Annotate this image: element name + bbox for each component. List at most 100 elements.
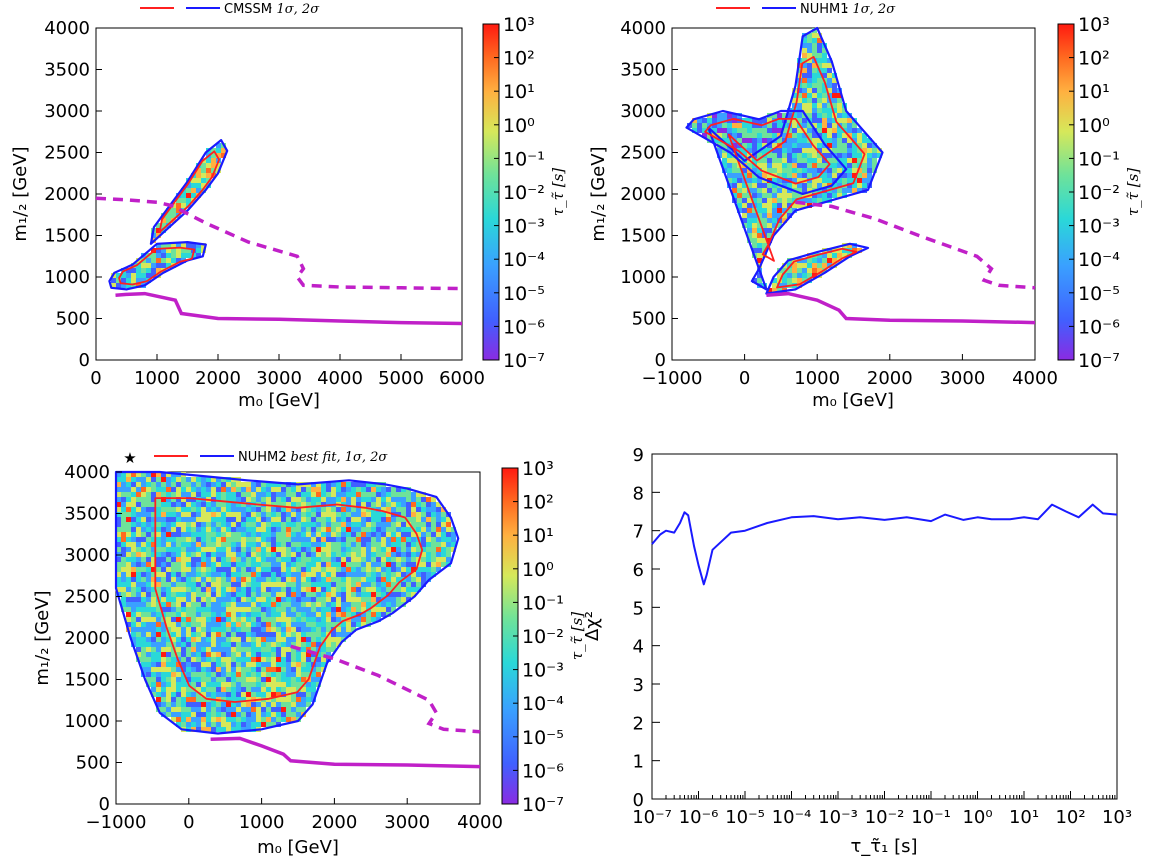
heatmap-cell <box>807 78 812 83</box>
heatmap-cell <box>346 497 351 502</box>
colorbar-tick-label: 10⁻¹ <box>522 592 564 614</box>
heatmap-cell <box>291 592 296 597</box>
heatmap-cell <box>396 572 401 577</box>
heatmap-cell <box>161 692 166 697</box>
heatmap-cell <box>151 482 156 487</box>
heatmap-cell <box>827 193 832 198</box>
heatmap-cell <box>221 637 226 642</box>
heatmap-cell <box>281 672 286 677</box>
heatmap-cell <box>386 497 391 502</box>
heatmap-cell <box>181 477 186 482</box>
heatmap-cell <box>121 278 126 283</box>
heatmap-cell <box>316 672 321 677</box>
heatmap-cell <box>792 138 797 143</box>
heatmap-cell <box>136 502 141 507</box>
heatmap-cell <box>286 577 291 582</box>
heatmap-cell <box>321 517 326 522</box>
heatmap-cell <box>296 517 301 522</box>
heatmap-cell <box>171 208 176 213</box>
heatmap-cell <box>331 497 336 502</box>
heatmap-cell <box>757 173 762 178</box>
heatmap-cell <box>451 537 456 542</box>
heatmap-cell <box>376 592 381 597</box>
heatmap-cell <box>271 552 276 557</box>
heatmap-cell <box>807 173 812 178</box>
heatmap-cell <box>156 612 161 617</box>
heatmap-cell <box>291 682 296 687</box>
heatmap-cell <box>712 128 717 133</box>
heatmap-cell <box>802 143 807 148</box>
heatmap-cell <box>827 263 832 268</box>
heatmap-cell <box>211 672 216 677</box>
heatmap-cell <box>216 537 221 542</box>
heatmap-cell <box>842 138 847 143</box>
heatmap-cell <box>316 617 321 622</box>
heatmap-cell <box>271 667 276 672</box>
contour-1sigma <box>776 247 858 289</box>
heatmap-cell <box>276 567 281 572</box>
heatmap-cell <box>156 567 161 572</box>
heatmap-cell <box>241 712 246 717</box>
x-tick-label: 1000 <box>794 368 840 389</box>
heatmap-cell <box>351 562 356 567</box>
heatmap-cell <box>301 537 306 542</box>
heatmap-cell <box>221 587 226 592</box>
heatmap-cell <box>146 268 151 273</box>
heatmap-cell <box>351 577 356 582</box>
heatmap-cell <box>747 118 752 123</box>
heatmap-cell <box>732 188 737 193</box>
heatmap-cell <box>426 542 431 547</box>
heatmap-cell <box>216 512 221 517</box>
heatmap-cell <box>166 253 171 258</box>
heatmap-cell <box>171 567 176 572</box>
legend-nuhm2: ★ NUHM2: best fit, 1σ, 2σ <box>123 449 388 467</box>
heatmap-cell <box>141 532 146 537</box>
heatmap-cell <box>211 148 216 153</box>
heatmap-cell <box>757 178 762 183</box>
x-tick-label: 0 <box>739 368 750 389</box>
heatmap-cell <box>311 522 316 527</box>
heatmap-cell <box>161 652 166 657</box>
heatmap-cell <box>336 597 341 602</box>
heatmap-cell <box>401 587 406 592</box>
heatmap-cell <box>767 188 772 193</box>
heatmap-cell <box>171 487 176 492</box>
y-tick-label: 8 <box>633 483 644 504</box>
heatmap-cell <box>326 547 331 552</box>
heatmap-cell <box>191 572 196 577</box>
heatmap-cell <box>186 702 191 707</box>
x-tick-label: 5000 <box>378 368 424 389</box>
y-tick-label: 2500 <box>44 143 90 164</box>
heatmap-cell <box>121 522 126 527</box>
heatmap-cell <box>241 517 246 522</box>
heatmap-cell <box>121 577 126 582</box>
heatmap-cell <box>146 612 151 617</box>
heatmap-cell <box>341 572 346 577</box>
heatmap-cell <box>747 138 752 143</box>
heatmap-cell <box>411 557 416 562</box>
heatmap-cell <box>231 652 236 657</box>
heatmap-cell <box>446 532 451 537</box>
heatmap-cell <box>181 592 186 597</box>
heatmap-cell <box>832 133 837 138</box>
heatmap-cell <box>807 88 812 93</box>
heatmap-cell <box>186 672 191 677</box>
heatmap-cell <box>411 502 416 507</box>
heatmap-cell <box>306 552 311 557</box>
heatmap-cell <box>376 537 381 542</box>
limit-line-solid <box>210 736 481 769</box>
heatmap-cell <box>752 218 757 223</box>
heatmap-cell <box>171 597 176 602</box>
heatmap-cell <box>732 113 737 118</box>
heatmap-cell <box>136 582 141 587</box>
heatmap-cell <box>211 532 216 537</box>
heatmap-cell <box>857 153 862 158</box>
x-tick-label: 3000 <box>256 368 302 389</box>
heatmap-cell <box>807 38 812 43</box>
heatmap-cell <box>802 268 807 273</box>
heatmap-cell <box>807 63 812 68</box>
heatmap-cell <box>832 73 837 78</box>
heatmap-cell <box>141 482 146 487</box>
heatmap-cell <box>737 138 742 143</box>
heatmap-cell <box>221 727 226 732</box>
